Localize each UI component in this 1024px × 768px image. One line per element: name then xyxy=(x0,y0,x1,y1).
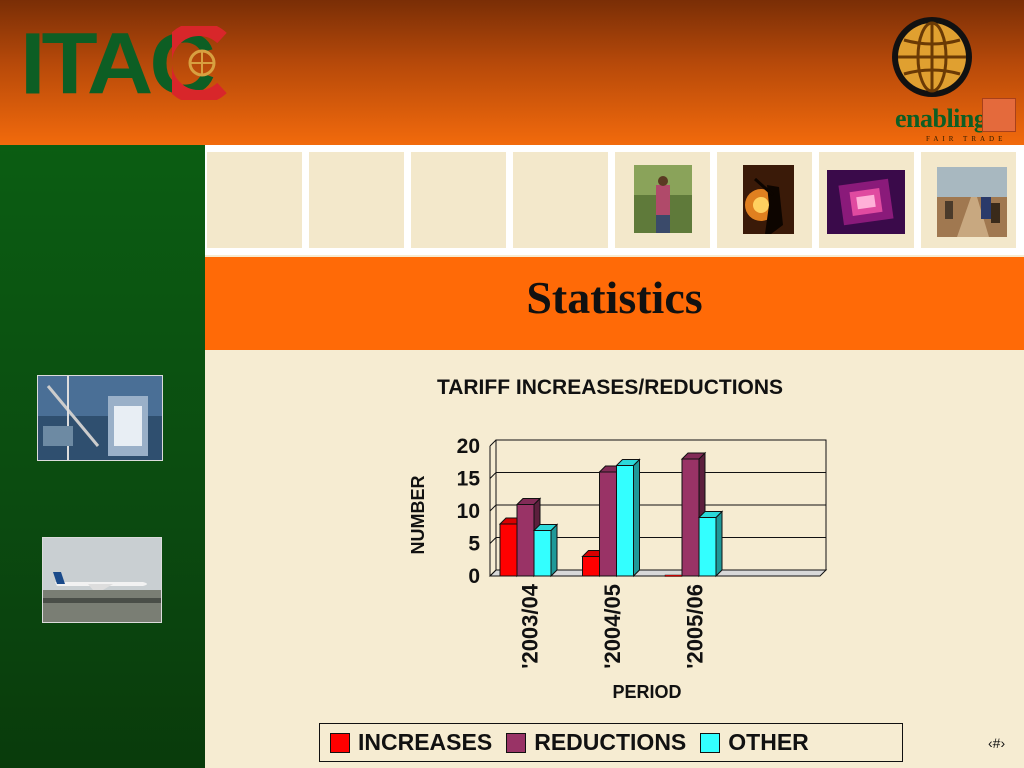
bar xyxy=(582,556,600,577)
legend-label-increases: INCREASES xyxy=(358,729,493,755)
bar-side xyxy=(715,510,723,578)
bar-side xyxy=(633,458,640,578)
y-tick-label: 10 xyxy=(457,500,480,523)
bar xyxy=(664,574,683,577)
y-tick-label: 0 xyxy=(468,565,480,588)
x-axis-label: PERIOD xyxy=(612,682,681,702)
y-axis-label: NUMBER xyxy=(408,476,428,555)
legend-item-increases: INCREASES xyxy=(330,729,492,756)
itac-logo-c-icon xyxy=(172,26,227,100)
bar-side xyxy=(550,523,558,578)
x-tick-label: '2004/05 xyxy=(600,584,625,669)
gridline xyxy=(489,472,826,479)
strip-tile xyxy=(309,152,404,248)
bar xyxy=(681,458,700,577)
title-bar: Statistics xyxy=(205,257,1024,350)
legend-label-reductions: REDUCTIONS xyxy=(534,729,687,755)
bar xyxy=(616,465,634,577)
seal-icon xyxy=(982,98,1016,132)
tagline-enabling: enabling xyxy=(895,104,987,133)
gridline xyxy=(489,439,826,447)
x-tick-label: '2005/06 xyxy=(683,584,708,669)
aircraft-photo xyxy=(42,537,162,623)
header-banner: ITAC enabling FAIR TRADE xyxy=(0,0,1024,145)
globe-icon xyxy=(892,17,972,97)
road-workers-photo xyxy=(937,167,1007,237)
y-tick-label: 15 xyxy=(457,468,481,491)
legend-item-reductions: REDUCTIONS xyxy=(506,729,686,756)
legend-swatch-reductions xyxy=(506,732,527,753)
tagline-fair-trade: FAIR TRADE xyxy=(926,135,1007,143)
bar xyxy=(698,517,717,577)
chart-legend: INCREASES REDUCTIONS OTHER xyxy=(319,723,903,762)
farm-worker-photo xyxy=(634,165,692,233)
legend-swatch-other xyxy=(700,732,721,753)
harbour-crane-photo xyxy=(37,375,163,461)
miner-silhouette-photo xyxy=(743,165,794,234)
legend-label-other: OTHER xyxy=(728,729,809,755)
gridline xyxy=(489,504,826,512)
bar xyxy=(533,530,552,577)
x-tick-label: '2003/04 xyxy=(518,583,543,669)
chart-title: TARIFF INCREASES/REDUCTIONS xyxy=(436,376,784,399)
strip-tile xyxy=(411,152,506,248)
bar xyxy=(499,523,518,577)
legend-item-other: OTHER xyxy=(700,729,809,756)
bar xyxy=(516,504,535,577)
y-tick-label: 20 xyxy=(457,435,480,458)
strip-tile xyxy=(207,152,302,248)
page-number: ‹#› xyxy=(988,735,1006,751)
y-tick-label: 5 xyxy=(468,533,480,556)
slide-title: Statistics xyxy=(526,272,703,323)
strip-tile xyxy=(513,152,608,248)
legend-swatch-increases xyxy=(330,732,350,753)
microchip-photo xyxy=(827,170,905,234)
bar xyxy=(599,471,617,577)
